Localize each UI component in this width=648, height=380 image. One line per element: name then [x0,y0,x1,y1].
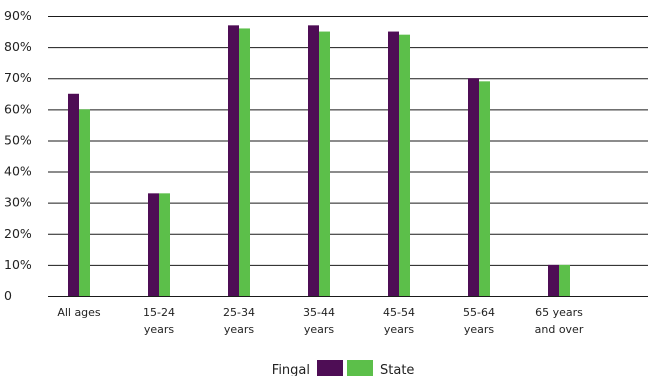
bar-state [559,264,570,296]
y-tick-label: 80% [4,39,32,54]
bar-fingal [308,25,319,296]
y-tick-label: 70% [4,70,32,85]
legend-label: State [380,363,414,376]
x-tick-label: years [144,323,175,336]
bar-state [79,109,90,296]
bar-fingal [388,31,399,297]
bar-fingal [228,25,239,296]
bar-fingal [548,264,559,296]
bar-state [319,31,330,297]
y-tick-label: 0 [4,288,12,303]
y-tick-label: 30% [4,195,32,210]
y-tick-label: 90% [4,8,32,23]
bar-state [159,193,170,296]
x-tick-label: 55-64 [463,306,495,319]
y-tick-label: 20% [4,226,32,241]
bar-fingal [148,193,159,296]
x-tick-label: years [224,323,255,336]
x-tick-label: 15-24 [143,306,175,319]
y-tick-label: 10% [4,257,32,272]
legend-swatch [317,360,343,376]
y-tick-label: 60% [4,101,32,116]
bar-state [239,28,250,296]
x-tick-label: years [464,323,495,336]
y-tick-label: 50% [4,132,32,147]
x-tick-label: 65 years [535,306,583,319]
x-tick-label: and over [535,323,584,336]
bar-fingal [468,78,479,296]
legend-swatch [347,360,373,376]
x-tick-label: All ages [57,306,101,319]
x-tick-label: 45-54 [383,306,415,319]
bar-fingal [68,93,79,297]
x-tick-label: years [304,323,335,336]
legend-label: Fingal [272,363,310,376]
x-tick-label: years [384,323,415,336]
bar-state [479,81,490,296]
x-tick-label: 25-34 [223,306,255,319]
bar-state [399,34,410,297]
x-tick-label: 35-44 [303,306,335,319]
y-tick-label: 40% [4,164,32,179]
